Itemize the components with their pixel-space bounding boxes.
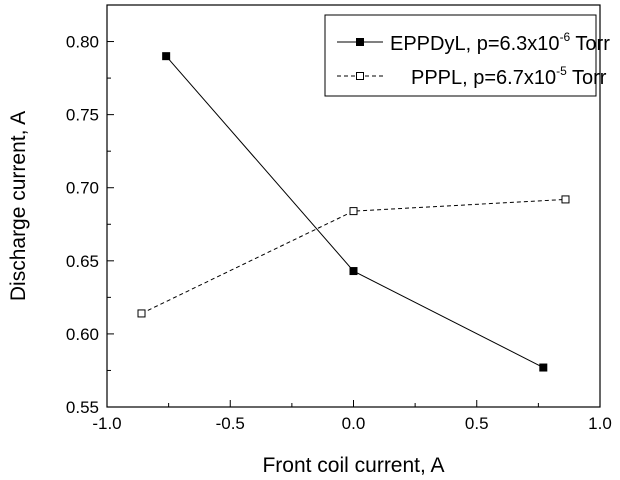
data-point-series-0 bbox=[349, 267, 358, 276]
x-tick-label: 0.5 bbox=[465, 414, 489, 433]
x-axis-ticks: -1.0 -0.5 0.0 0.5 1.0 bbox=[92, 400, 612, 433]
legend-entry-eppdyl: EPPDyL, p=6.3x10-6 Torr bbox=[337, 30, 610, 55]
legend-marker-pppl bbox=[356, 72, 364, 80]
data-point-series-1 bbox=[561, 195, 570, 204]
x-tick-label: 1.0 bbox=[588, 414, 612, 433]
legend-entry-pppl: PPPL, p=6.7x10-5 Torr bbox=[337, 64, 607, 89]
data-point-series-0 bbox=[162, 52, 171, 61]
y-tick-label: 0.65 bbox=[66, 252, 99, 271]
y-axis-ticks: 0.55 0.60 0.65 0.70 0.75 0.80 bbox=[66, 4, 114, 417]
series-line-1 bbox=[141, 198, 566, 314]
x-tick-label: 0.0 bbox=[342, 414, 366, 433]
data-point-series-0 bbox=[539, 363, 548, 372]
y-tick-label: 0.55 bbox=[66, 398, 99, 417]
y-tick-label: 0.60 bbox=[66, 325, 99, 344]
y-tick-label: 0.75 bbox=[66, 106, 99, 125]
y-axis-label: Discharge current, A bbox=[7, 111, 30, 301]
x-axis-label: Front coil current, A bbox=[262, 454, 444, 477]
legend: EPPDyL, p=6.3x10-6 Torr PPPL, p=6.7x10-5… bbox=[324, 14, 610, 97]
series-layer bbox=[137, 52, 570, 372]
x-tick-label: -1.0 bbox=[92, 414, 121, 433]
y-tick-label: 0.70 bbox=[66, 179, 99, 198]
data-point-series-1 bbox=[349, 207, 358, 216]
legend-box bbox=[324, 14, 597, 97]
y-tick-label: 0.80 bbox=[66, 33, 99, 52]
legend-label-eppdyl: EPPDyL, p=6.3x10-6 Torr bbox=[390, 30, 610, 55]
x-tick-label: -0.5 bbox=[216, 414, 245, 433]
legend-marker-eppdyl bbox=[356, 38, 364, 46]
data-point-series-1 bbox=[137, 309, 146, 318]
legend-label-pppl: PPPL, p=6.7x10-5 Torr bbox=[411, 64, 607, 89]
